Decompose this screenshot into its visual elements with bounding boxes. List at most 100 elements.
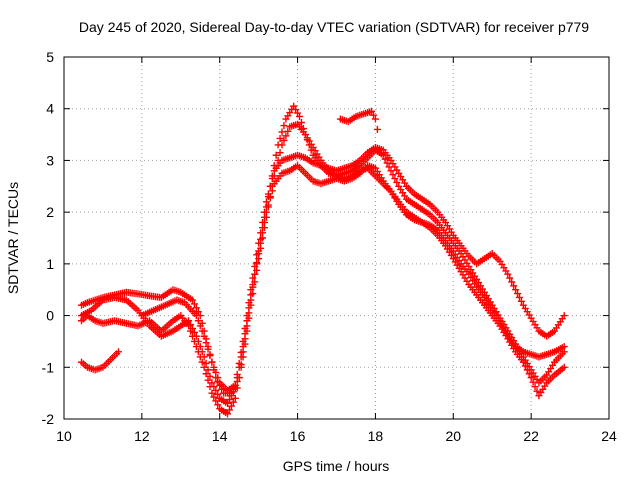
data-point — [266, 194, 274, 202]
data-point — [212, 387, 220, 395]
data-point — [229, 398, 237, 406]
data-point — [192, 304, 200, 312]
data-point — [278, 128, 286, 136]
data-point — [229, 388, 237, 396]
y-tick-label: 3 — [46, 152, 54, 168]
data-point — [387, 167, 395, 175]
data-point — [393, 178, 401, 186]
data-point — [212, 397, 220, 405]
data-point — [241, 330, 249, 338]
data-point — [515, 293, 523, 301]
data-point — [531, 383, 539, 391]
data-point — [268, 175, 276, 183]
data-point — [198, 358, 206, 366]
data-point — [194, 317, 202, 325]
data-point — [264, 201, 272, 209]
data-point — [523, 366, 531, 374]
data-point — [225, 396, 233, 404]
data-point — [227, 392, 235, 400]
data-point — [208, 379, 216, 387]
data-point — [192, 332, 200, 340]
data-point — [206, 352, 214, 360]
data-point — [560, 363, 568, 371]
data-point — [115, 348, 122, 356]
data-point — [276, 149, 284, 157]
data-point — [188, 325, 196, 332]
data-point — [192, 312, 200, 320]
data-points — [78, 102, 568, 418]
data-point — [255, 250, 263, 258]
y-tick-label: 0 — [46, 308, 54, 324]
x-axis-label: GPS time / hours — [283, 458, 390, 474]
data-point — [198, 327, 206, 335]
data-point — [210, 383, 218, 391]
data-point — [369, 111, 377, 119]
data-point — [198, 348, 206, 356]
data-point — [517, 297, 525, 305]
data-point — [202, 359, 210, 367]
y-tick-label: -1 — [42, 359, 55, 375]
data-point — [194, 308, 202, 316]
data-point — [391, 175, 399, 183]
data-point — [282, 132, 290, 140]
data-point — [200, 363, 208, 371]
data-point — [214, 390, 222, 398]
data-point — [506, 274, 514, 282]
data-point — [204, 376, 212, 384]
x-tick-label: 12 — [134, 428, 150, 444]
data-point — [262, 208, 270, 216]
data-point — [264, 190, 272, 198]
data-point — [276, 134, 284, 142]
data-point — [260, 218, 268, 226]
data-point — [249, 274, 257, 282]
data-point — [200, 332, 208, 340]
data-point — [560, 343, 568, 351]
data-point — [266, 182, 274, 190]
data-point — [284, 127, 292, 135]
data-point — [525, 370, 533, 378]
data-point — [188, 296, 196, 304]
x-tick-label: 22 — [523, 428, 539, 444]
x-tick-label: 18 — [368, 428, 384, 444]
y-tick-label: 4 — [46, 101, 54, 117]
data-point — [245, 304, 253, 312]
data-point — [208, 358, 216, 366]
data-point — [212, 368, 220, 376]
data-point — [187, 321, 195, 329]
data-point — [385, 163, 393, 171]
data-point — [253, 260, 261, 268]
y-tick-label: 2 — [46, 204, 54, 220]
data-point — [190, 300, 198, 308]
data-point — [249, 281, 257, 289]
data-point — [253, 266, 261, 274]
data-point — [202, 339, 210, 347]
data-point — [224, 399, 231, 407]
data-point — [185, 317, 193, 325]
data-point — [504, 270, 512, 278]
chart-title: Day 245 of 2020, Sidereal Day-to-day VTE… — [79, 19, 589, 35]
data-point — [208, 389, 216, 397]
data-point — [210, 363, 218, 371]
data-point — [527, 374, 535, 382]
data-point — [194, 337, 202, 345]
data-point — [224, 410, 231, 418]
data-point — [373, 125, 381, 133]
data-point — [514, 290, 522, 298]
y-axis-label: SDTVAR / TECUs — [5, 182, 21, 294]
plot-frame — [63, 56, 610, 420]
data-point — [231, 384, 239, 392]
x-tick-label: 10 — [56, 428, 72, 444]
x-tick-label: 24 — [601, 428, 617, 444]
data-point — [251, 270, 259, 278]
data-point — [280, 122, 288, 130]
data-point — [272, 151, 280, 159]
data-point — [206, 372, 214, 380]
data-point — [510, 282, 518, 290]
y-tick-label: 5 — [46, 49, 54, 65]
data-point — [214, 401, 222, 409]
data-point — [521, 362, 529, 370]
data-point — [519, 358, 527, 366]
